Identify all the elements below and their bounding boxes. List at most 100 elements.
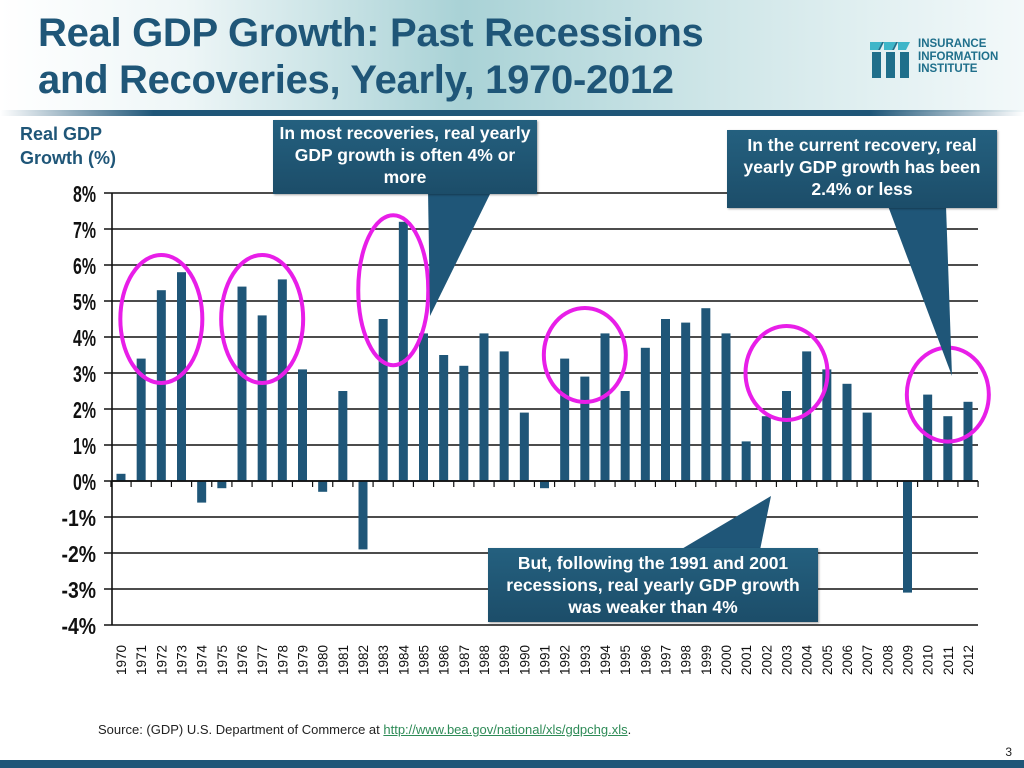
bar-1998 <box>681 322 691 481</box>
x-tick-label: 1996 <box>638 645 653 675</box>
x-tick-label: 1971 <box>134 645 149 675</box>
bar-1976 <box>237 286 247 481</box>
x-tick-label: 1977 <box>255 645 270 675</box>
callout-pointers <box>428 190 952 550</box>
bar-1999 <box>701 308 711 481</box>
y-tick-label: 6% <box>73 253 96 279</box>
bar-1988 <box>479 333 489 481</box>
y-tick-label: 7% <box>73 217 96 243</box>
x-tick-label: 1984 <box>396 644 411 675</box>
source-suffix: . <box>627 722 632 737</box>
highlight-ring <box>541 306 628 404</box>
x-tick-label: 1980 <box>316 645 331 675</box>
bar-1975 <box>217 481 227 489</box>
x-tick-label: 1973 <box>175 645 190 675</box>
x-tick-label: 1978 <box>275 645 290 675</box>
header-divider <box>0 110 1024 116</box>
bar-1979 <box>298 369 307 481</box>
callout-current-recovery: In the current recovery, real yearly GDP… <box>727 130 997 208</box>
x-tick-label: 2001 <box>739 645 754 675</box>
x-tick-label: 1970 <box>114 645 129 675</box>
x-tick-label: 2007 <box>860 645 875 675</box>
x-tick-label: 2000 <box>719 645 734 675</box>
highlight-ring <box>356 213 431 368</box>
x-tick-label: 1986 <box>437 645 452 675</box>
y-axis-ticks: 8% 7% 6% 5% 4% 3% 2% 1% 0% -1% -2% -3% -4% <box>62 181 97 639</box>
bar-1987 <box>459 365 469 481</box>
iii-logo: INSURANCE INFORMATION INSTITUTE <box>870 38 1020 82</box>
bar-2006 <box>842 383 852 481</box>
x-tick-label: 2009 <box>901 645 916 675</box>
x-tick-label: 1979 <box>296 645 311 675</box>
x-tick-label: 1988 <box>477 645 492 675</box>
callout-weaker-growth: But, following the 1991 and 2001 recessi… <box>488 548 818 622</box>
logo-line-1: INSURANCE <box>918 38 987 50</box>
callout-current-pointer <box>888 206 952 376</box>
x-tick-label: 1991 <box>538 645 553 675</box>
slide-title: Real GDP Growth: Past Recessions and Rec… <box>38 10 838 104</box>
bar-1994 <box>600 333 610 481</box>
bars <box>116 221 973 593</box>
x-tick-label: 1997 <box>659 645 674 675</box>
bar-1990 <box>519 412 529 481</box>
y-tick-label: 4% <box>73 325 96 351</box>
bar-1974 <box>197 481 207 503</box>
x-tick-label: 2004 <box>800 644 815 675</box>
bar-1989 <box>499 351 509 481</box>
bar-2012 <box>963 401 973 481</box>
bar-1997 <box>661 319 670 481</box>
page-number: 3 <box>1005 745 1012 759</box>
bar-1971 <box>136 358 146 481</box>
bar-2000 <box>721 333 731 481</box>
bar-1982 <box>358 481 368 550</box>
x-tick-label: 1994 <box>598 644 613 675</box>
callout-recoveries: In most recoveries, real yearly GDP grow… <box>273 120 537 194</box>
bar-1991 <box>540 481 549 489</box>
x-tick-label: 1998 <box>679 645 694 675</box>
y-tick-label: 5% <box>73 289 96 315</box>
logo-line-3: INSTITUTE <box>918 63 978 75</box>
bar-1972 <box>156 290 166 481</box>
bar-2005 <box>822 369 832 481</box>
x-tick-label: 1990 <box>517 645 532 675</box>
bar-1995 <box>620 391 630 481</box>
y-tick-label: -4% <box>62 613 97 639</box>
y-tick-label: 1% <box>73 433 96 459</box>
y-tick-label: -1% <box>62 505 97 531</box>
x-tick-label: 2008 <box>880 645 895 675</box>
x-tick-label: 1975 <box>215 645 230 675</box>
x-tick-label: 2003 <box>780 645 795 675</box>
source-note: Source: (GDP) U.S. Department of Commerc… <box>98 722 631 737</box>
callout-recoveries-pointer <box>428 190 492 316</box>
x-tick-label: 1989 <box>497 645 512 675</box>
bar-1981 <box>338 391 348 481</box>
bar-1978 <box>277 279 287 481</box>
source-link[interactable]: http://www.bea.gov/national/xls/gdpchg.x… <box>383 722 628 737</box>
footer-bar <box>0 760 1024 768</box>
y-tick-label: 2% <box>73 397 96 423</box>
x-tick-label: 1972 <box>154 645 169 675</box>
x-tick-label: 1987 <box>457 645 472 675</box>
callout-weaker-text: But, following the 1991 and 2001 recessi… <box>506 553 800 617</box>
y-tick-label: 0% <box>73 469 96 495</box>
callout-weaker-pointer <box>680 496 771 550</box>
x-tick-label: 1999 <box>699 645 714 675</box>
x-tick-label: 1993 <box>578 645 593 675</box>
x-tick-label: 1983 <box>376 645 391 675</box>
bar-1984 <box>398 221 408 482</box>
gridlines <box>104 192 978 626</box>
bar-2009 <box>903 481 912 593</box>
x-tick-label: 1985 <box>417 645 432 675</box>
y-tick-label: 8% <box>73 181 96 207</box>
bar-1996 <box>640 347 650 481</box>
x-tick-label: 2010 <box>921 645 936 675</box>
callout-recoveries-text: In most recoveries, real yearly GDP grow… <box>279 123 531 187</box>
y-axis-title-line-2: Growth (%) <box>20 148 116 168</box>
x-tick-label: 2002 <box>759 645 774 675</box>
source-prefix: Source: (GDP) U.S. Department of Commerc… <box>98 722 384 737</box>
bar-2007 <box>862 412 872 481</box>
x-axis-labels: 1970 1971 1972 1973 1974 1975 1976 1977 1978 1979… <box>114 644 976 675</box>
y-tick-label: 3% <box>73 361 96 387</box>
x-tick-label: 1982 <box>356 645 371 675</box>
